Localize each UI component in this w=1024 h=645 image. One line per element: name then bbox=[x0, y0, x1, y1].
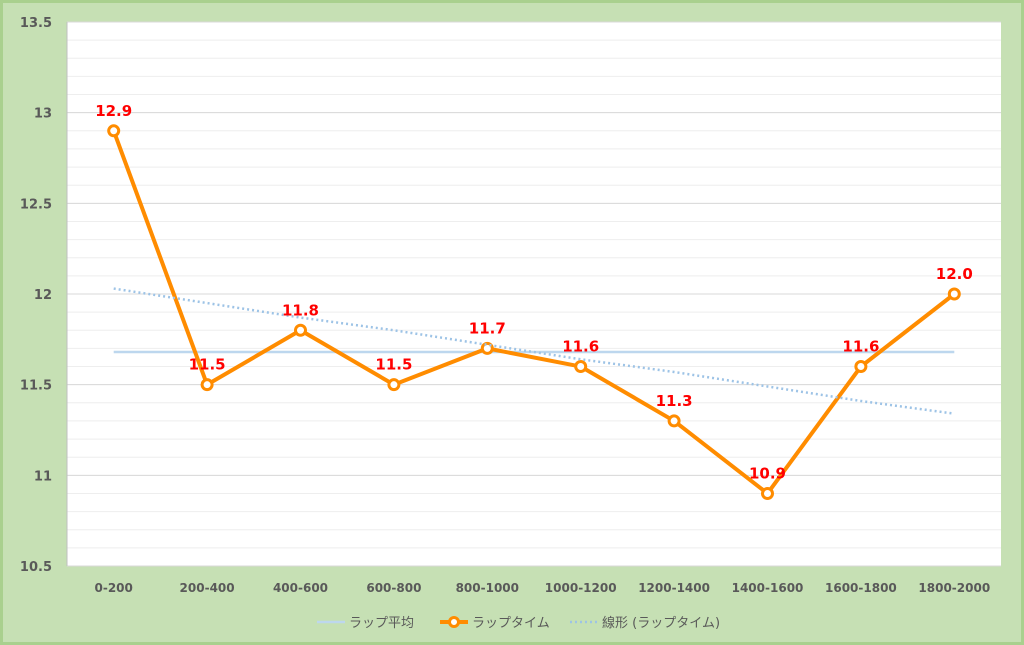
data-point bbox=[387, 378, 401, 392]
data-point bbox=[574, 360, 588, 374]
legend-marker bbox=[448, 616, 460, 628]
y-tick-label: 10.5 bbox=[20, 560, 52, 575]
data-label: 10.9 bbox=[749, 464, 786, 482]
data-label: 11.6 bbox=[842, 338, 879, 356]
legend-label-1: ラップタイム bbox=[472, 616, 550, 631]
data-label: 11.5 bbox=[189, 356, 226, 374]
data-point bbox=[107, 124, 121, 138]
x-tick-label: 1600-1800 bbox=[825, 581, 897, 595]
data-point bbox=[854, 360, 868, 374]
x-tick-label: 1000-1200 bbox=[545, 581, 617, 595]
legend-label-0: ラップ平均 bbox=[349, 616, 414, 631]
y-tick-label: 13 bbox=[34, 107, 52, 122]
y-tick-label: 11 bbox=[34, 469, 52, 484]
data-point bbox=[667, 414, 681, 428]
data-label: 12.9 bbox=[95, 102, 132, 120]
series-line-2 bbox=[113, 287, 955, 415]
x-tick-label: 400-600 bbox=[273, 581, 328, 595]
data-point bbox=[761, 486, 774, 500]
data-label: 12.0 bbox=[936, 265, 973, 283]
data-label: 11.3 bbox=[656, 392, 693, 410]
data-point bbox=[947, 287, 961, 301]
series-line-1 bbox=[111, 130, 956, 496]
data-label: 11.7 bbox=[469, 319, 506, 337]
x-tick-label: 800-1000 bbox=[456, 581, 519, 595]
x-tick-label: 0-200 bbox=[95, 581, 133, 595]
x-tick-label: 600-800 bbox=[366, 581, 421, 595]
legend-label-2: 線形 (ラップタイム) bbox=[602, 615, 720, 631]
x-tick-label: 1200-1400 bbox=[638, 581, 710, 595]
data-point bbox=[294, 323, 307, 337]
y-tick-label: 12.5 bbox=[20, 197, 52, 212]
y-tick-label: 13.5 bbox=[20, 16, 52, 31]
data-label: 11.8 bbox=[282, 301, 319, 319]
y-tick-label: 11.5 bbox=[20, 379, 52, 394]
y-tick-label: 12 bbox=[34, 288, 52, 303]
data-label: 11.6 bbox=[562, 338, 599, 356]
x-tick-label: 1400-1600 bbox=[732, 581, 804, 595]
x-tick-label: 200-400 bbox=[180, 581, 235, 595]
data-label: 11.5 bbox=[375, 356, 412, 374]
x-tick-label: 1800-2000 bbox=[918, 581, 990, 595]
data-point bbox=[200, 378, 214, 392]
